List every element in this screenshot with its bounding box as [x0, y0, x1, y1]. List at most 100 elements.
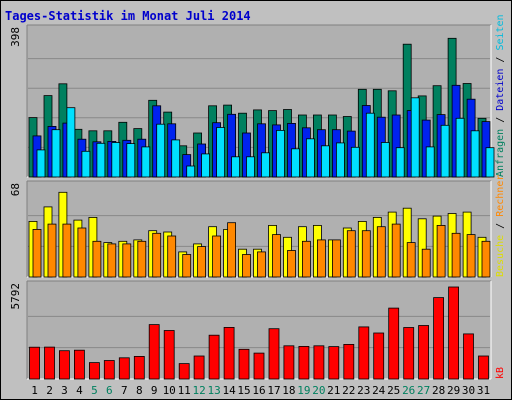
day-label-9: 9 — [151, 384, 158, 397]
bar-seiten-day-9 — [156, 123, 166, 178]
bar-seiten-day-29 — [455, 117, 465, 178]
bar-kb-day-22 — [343, 343, 355, 380]
legend-entry: Anfragen — [495, 129, 506, 177]
bar-rechner-day-7 — [122, 243, 132, 278]
bar-kb-day-3 — [59, 350, 70, 380]
series-rechner — [32, 222, 491, 278]
day-label-29: 29 — [447, 384, 460, 397]
bar-seiten-day-8 — [141, 146, 151, 178]
bar-seiten-day-15 — [246, 156, 255, 178]
bar-rechner-day-25 — [391, 223, 401, 278]
bar-kb-day-7 — [118, 357, 130, 380]
bar-seiten-day-18 — [291, 148, 300, 178]
bar-kb-day-12 — [193, 355, 205, 380]
legend-entry: Seiten — [495, 14, 506, 50]
bar-rechner-day-26 — [406, 242, 416, 278]
day-label-20: 20 — [312, 384, 325, 397]
legend-entry: Besuche — [495, 235, 506, 277]
day-label-10: 10 — [163, 384, 176, 397]
bar-rechner-day-21 — [331, 239, 341, 278]
bar-rechner-day-16 — [257, 251, 266, 278]
bar-seiten-day-27 — [425, 146, 435, 178]
day-label-12: 12 — [192, 384, 205, 397]
side-legend-middle: Besuche / Rechner — [495, 175, 506, 277]
bar-kb-day-5 — [89, 362, 100, 380]
bar-kb-day-24 — [373, 332, 385, 380]
chart-panels: 398 Anfragen / Dateien / Seiten 68 Besuche … — [9, 14, 506, 380]
bar-seiten-day-10 — [171, 139, 181, 178]
day-label-21: 21 — [327, 384, 340, 397]
bar-seiten-day-13 — [216, 127, 226, 178]
bar-seiten-day-16 — [261, 152, 270, 178]
series-kb — [29, 286, 489, 380]
bar-rechner-day-4 — [77, 227, 87, 278]
bar-seiten-day-31 — [485, 147, 495, 178]
bar-rechner-day-11 — [182, 254, 192, 278]
legend-entry: Rechner — [495, 175, 506, 217]
bar-rechner-day-3 — [62, 223, 72, 278]
bar-seiten-day-7 — [126, 143, 136, 178]
day-label-16: 16 — [252, 384, 265, 397]
bar-seiten-day-21 — [335, 142, 345, 178]
day-label-6: 6 — [106, 384, 113, 397]
bar-rechner-day-30 — [466, 234, 476, 278]
bar-kb-day-29 — [448, 286, 460, 380]
bar-kb-day-13 — [208, 334, 220, 380]
bar-seiten-day-2 — [51, 129, 61, 178]
bar-kb-day-21 — [328, 346, 340, 380]
day-label-23: 23 — [357, 384, 370, 397]
legend-entry: / — [495, 51, 506, 69]
bar-kb-day-6 — [103, 360, 115, 380]
bar-rechner-day-23 — [361, 230, 371, 278]
day-label-14: 14 — [222, 384, 236, 397]
bar-seiten-day-3 — [66, 107, 76, 178]
bar-rechner-day-27 — [421, 248, 431, 278]
y-max-label: 398 — [9, 27, 22, 47]
bar-rechner-day-10 — [167, 235, 177, 278]
bar-seiten-day-1 — [36, 149, 46, 178]
day-label-15: 15 — [237, 384, 250, 397]
bar-kb-day-15 — [238, 348, 250, 380]
bar-seiten-day-25 — [395, 147, 405, 178]
bar-rechner-day-20 — [316, 239, 326, 278]
day-label-17: 17 — [267, 384, 280, 397]
day-label-8: 8 — [136, 384, 143, 397]
bar-kb-day-20 — [313, 345, 325, 380]
bar-kb-day-19 — [298, 345, 310, 380]
day-label-28: 28 — [432, 384, 445, 397]
bar-kb-day-2 — [44, 346, 55, 380]
bar-seiten-day-12 — [201, 153, 211, 178]
bar-rechner-day-18 — [287, 250, 296, 278]
bar-kb-day-25 — [388, 307, 400, 380]
day-label-11: 11 — [178, 384, 191, 397]
bar-rechner-day-28 — [436, 224, 446, 278]
bar-kb-day-4 — [74, 349, 85, 380]
day-label-30: 30 — [462, 384, 475, 397]
day-label-3: 3 — [61, 384, 68, 397]
bar-kb-day-11 — [178, 363, 190, 380]
legend-entry: / — [495, 217, 506, 235]
side-legend-top: Anfragen / Dateien / Seiten — [495, 14, 506, 177]
day-label-4: 4 — [76, 384, 83, 397]
bar-seiten-day-11 — [186, 165, 196, 178]
legend-entry: kB — [495, 367, 506, 379]
bar-kb-day-28 — [433, 297, 445, 380]
bar-rechner-day-12 — [197, 246, 207, 278]
day-label-25: 25 — [387, 384, 400, 397]
day-label-18: 18 — [282, 384, 295, 397]
bar-rechner-day-9 — [152, 232, 162, 278]
day-label-24: 24 — [372, 384, 386, 397]
bar-kb-day-8 — [133, 355, 145, 380]
chart-title: Tages-Statistik im Monat Juli 2014 — [5, 9, 251, 23]
legend-entry: Dateien — [495, 69, 506, 111]
series-seiten — [36, 97, 495, 178]
bar-kb-day-10 — [163, 330, 175, 380]
day-label-7: 7 — [121, 384, 128, 397]
bar-kb-day-27 — [418, 325, 430, 380]
bar-rechner-day-8 — [137, 240, 147, 278]
bar-kb-day-9 — [148, 324, 160, 380]
bar-kb-day-14 — [223, 326, 235, 380]
chart-panel-2: 68 Besuche / Rechner — [9, 175, 506, 278]
bar-kb-day-18 — [283, 345, 295, 380]
